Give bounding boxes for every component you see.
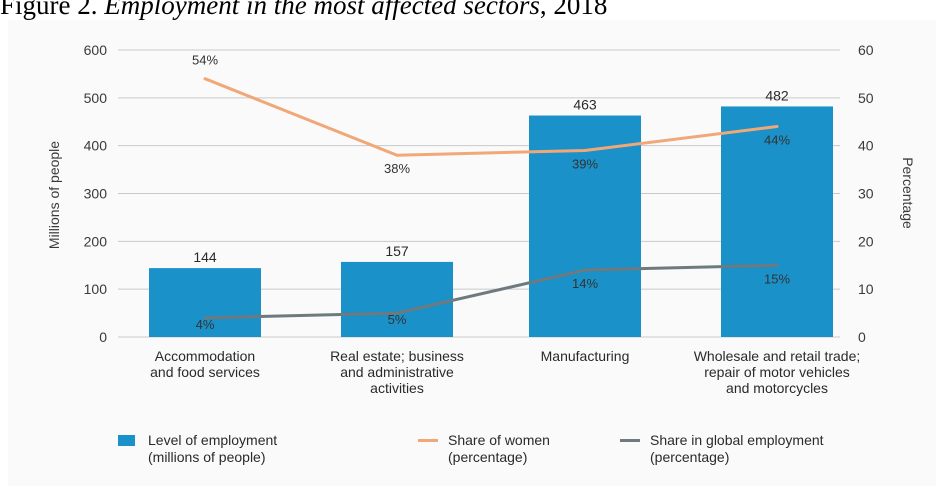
y-left-tick-label: 400 (84, 138, 108, 154)
category-label: Real estate; business and administrative a… (330, 348, 464, 396)
share-of-women-label: 54% (192, 53, 218, 68)
share-of-women-line-point (583, 148, 587, 152)
figure-title-prefix: Figure 2. (0, 0, 105, 20)
category-label: Manufacturing (541, 348, 630, 364)
share-in-global-employment-label: 5% (388, 312, 407, 327)
y-right-tick-label: 0 (858, 329, 866, 345)
share-in-global-employment-label: 15% (764, 271, 790, 286)
y-left-axis-title: Millions of people (46, 141, 62, 249)
figure-title-italic: Employment in the most affected sectors (104, 0, 540, 20)
legend-label: Share of women (percentage) (448, 432, 550, 465)
y-left-tick-label: 0 (99, 329, 107, 345)
share-of-women-label: 44% (764, 133, 790, 148)
share-of-women-line-point (775, 125, 779, 129)
share-of-women-label: 39% (572, 156, 598, 171)
y-right-tick-label: 40 (858, 138, 874, 154)
bar-0 (149, 268, 261, 337)
bar-2 (529, 115, 641, 337)
legend-item: Share in global employment (percentage) (620, 432, 880, 476)
share-in-global-employment-line-point (395, 311, 399, 315)
figure-title-suffix: , 2018 (539, 0, 608, 20)
share-in-global-employment-label: 4% (196, 317, 215, 332)
share-of-women-line-point (203, 77, 207, 81)
legend-label: Share in global employment (percentage) (650, 432, 824, 465)
category-label: Wholesale and retail trade; repair of mot… (694, 348, 861, 396)
y-left-tick-label: 200 (84, 233, 108, 249)
y-left-tick-label: 300 (84, 186, 108, 202)
category-label: Accommodation and food services (150, 348, 260, 380)
share-in-global-employment-line (204, 263, 778, 320)
share-of-women-line-point (395, 153, 399, 157)
bar-3 (721, 106, 833, 338)
legend-item: Share of women (percentage) (418, 432, 678, 476)
y-left-tick-label: 100 (84, 281, 108, 297)
y-right-axis-title: Percentage (900, 157, 916, 229)
legend-bar-swatch (118, 435, 135, 446)
share-of-women-label: 38% (384, 161, 410, 176)
y-right-tick-label: 50 (858, 90, 874, 106)
figure-title: Figure 2. Employment in the most affecte… (0, 0, 942, 22)
share-in-global-employment-label: 14% (572, 276, 598, 291)
bar-value-label: 463 (573, 97, 597, 113)
bar-1 (341, 261, 453, 337)
bar-value-label: 144 (193, 249, 217, 265)
legend-line-swatch (620, 439, 640, 442)
legend-label: Level of employment (millions of people) (148, 432, 278, 465)
legend-line-swatch (418, 439, 438, 442)
bar-value-label: 482 (765, 87, 789, 103)
y-left-tick-label: 500 (84, 90, 108, 106)
y-right-tick-label: 60 (858, 42, 874, 58)
share-of-women-line (204, 77, 778, 157)
share-in-global-employment-line-point (203, 316, 207, 320)
y-left-tick-label: 600 (84, 42, 108, 58)
share-in-global-employment-line-point (583, 268, 587, 272)
y-right-tick-label: 10 (858, 281, 874, 297)
legend-item: Level of employment (millions of people) (118, 432, 378, 476)
y-right-tick-label: 20 (858, 233, 874, 249)
y-right-tick-label: 30 (858, 186, 874, 202)
share-in-global-employment-line-point (775, 263, 779, 267)
bar-value-label: 157 (385, 243, 409, 259)
